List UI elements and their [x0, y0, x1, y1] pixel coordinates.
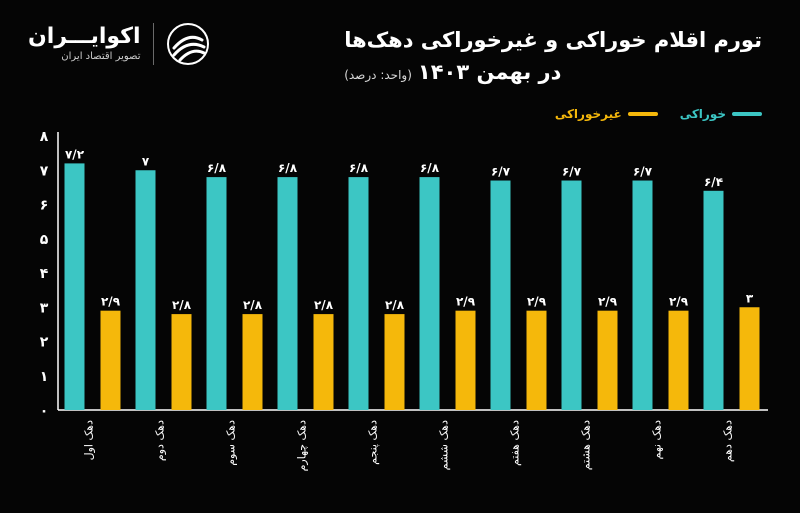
data-label-nonfood: ۲/۸ — [385, 298, 405, 312]
brand-mark-icon — [166, 23, 209, 65]
x-category-label: دهک نهم — [651, 420, 664, 460]
bar-nonfood — [384, 314, 405, 410]
bar-nonfood — [597, 310, 618, 410]
chart-title-line2: در بهمن ۱۴۰۳ — [417, 60, 562, 84]
x-category-label: دهک ششم — [438, 420, 451, 470]
bar-nonfood — [313, 314, 334, 410]
bar-nonfood — [526, 310, 547, 410]
legend-label-food: خوراکی — [679, 107, 726, 121]
bar-food — [561, 180, 582, 410]
data-label-nonfood: ۲/۹ — [669, 295, 689, 309]
data-label-food: ۶/۷ — [491, 165, 511, 179]
data-label-food: ۶/۸ — [420, 161, 440, 175]
data-label-nonfood: ۲/۹ — [527, 295, 547, 309]
data-label-nonfood: ۲/۸ — [243, 298, 263, 312]
chart-title-line2-row: در بهمن ۱۴۰۳ (واحد: درصد) — [344, 56, 762, 91]
unit-note: (واحد: درصد) — [344, 68, 412, 82]
y-tick-label: ۱ — [40, 369, 49, 385]
brand-name: اکوایـــران — [28, 24, 141, 49]
y-tick-label: ۰ — [40, 403, 49, 419]
chart-legend: خوراکی غیرخوراکی — [555, 107, 762, 121]
bar-food — [632, 180, 653, 410]
x-category-label: دهک هشتم — [580, 420, 593, 470]
bar-food — [206, 177, 227, 410]
data-label-nonfood: ۲/۹ — [456, 295, 476, 309]
data-label-food: ۶/۷ — [633, 165, 653, 179]
data-label-food: ۶/۷ — [562, 165, 582, 179]
data-label-food: ۶/۸ — [349, 161, 369, 175]
data-label-food: ۶/۸ — [207, 161, 227, 175]
bar-nonfood — [100, 310, 121, 410]
x-category-label: دهک چهارم — [296, 420, 309, 471]
data-label-nonfood: ۲/۹ — [598, 295, 618, 309]
legend-swatch-nonfood — [627, 112, 658, 116]
brand-tagline: تصویر اقتصاد ایران — [61, 51, 141, 62]
x-category-label: دهک پنجم — [367, 420, 380, 465]
y-tick-label: ۶ — [40, 198, 49, 214]
bar-nonfood — [242, 314, 263, 410]
x-category-label: دهک دهم — [722, 420, 735, 462]
chart-title: تورم اقلام خوراکی و غیرخوراکی دهک‌ها در … — [344, 24, 762, 91]
x-category-label: دهک دوم — [154, 420, 167, 461]
bar-nonfood — [455, 310, 476, 410]
y-tick-label: ۷ — [40, 163, 49, 179]
data-label-food: ۷ — [142, 154, 150, 168]
bar-food — [135, 170, 156, 410]
bar-nonfood — [171, 314, 192, 410]
bar-food — [490, 180, 511, 410]
bar-food — [277, 177, 298, 410]
brand-text: اکوایـــران تصویر اقتصاد ایران — [28, 24, 141, 64]
y-tick-label: ۳ — [40, 300, 49, 316]
data-label-nonfood: ۲/۸ — [172, 298, 192, 312]
bar-nonfood — [668, 310, 689, 410]
bar-food — [64, 163, 85, 410]
brand-logo: اکوایـــران تصویر اقتصاد ایران — [28, 22, 210, 66]
x-category-label: دهک هفتم — [509, 420, 522, 466]
data-label-food: ۷/۲ — [65, 147, 85, 161]
x-category-label: دهک سوم — [225, 420, 238, 466]
logo-divider — [152, 23, 154, 65]
chart-title-line1: تورم اقلام خوراکی و غیرخوراکی دهک‌ها — [344, 28, 762, 52]
data-label-food: ۶/۸ — [278, 161, 298, 175]
bar-nonfood — [739, 307, 760, 410]
y-tick-label: ۲ — [40, 335, 49, 351]
legend-swatch-food — [732, 112, 762, 116]
data-label-nonfood: ۳ — [746, 291, 754, 305]
bar-food — [703, 190, 724, 410]
data-label-nonfood: ۲/۹ — [101, 295, 121, 309]
legend-item-nonfood: غیرخوراکی — [555, 107, 658, 121]
y-tick-label: ۵ — [40, 232, 49, 248]
x-category-label: دهک اول — [83, 420, 96, 461]
y-tick-label: ۸ — [40, 129, 49, 145]
legend-label-nonfood: غیرخوراکی — [554, 107, 622, 121]
bar-food — [348, 177, 369, 410]
y-tick-label: ۴ — [40, 266, 49, 282]
data-label-food: ۶/۴ — [704, 175, 723, 189]
data-label-nonfood: ۲/۸ — [314, 298, 334, 312]
bar-food — [419, 177, 440, 410]
legend-item-food: خوراکی — [680, 107, 762, 121]
